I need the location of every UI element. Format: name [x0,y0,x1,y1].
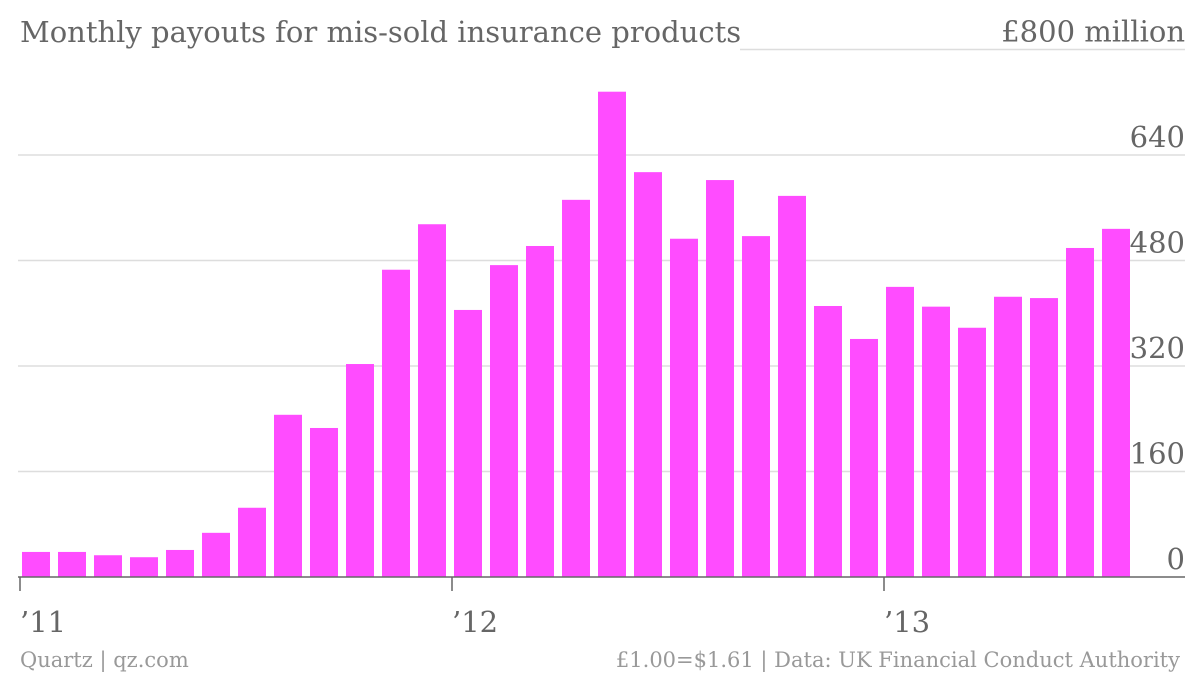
bar [166,549,194,577]
bar [526,245,554,577]
y-tick-label: 160 [1130,437,1185,471]
y-tick-label: 640 [1130,120,1185,154]
bar [814,305,842,577]
bar [274,414,302,577]
bar [670,238,698,577]
source: Quartz | qz.com [20,648,189,673]
bar [382,269,410,577]
y-tick-label: £800 million [1001,15,1185,49]
x-tick-label: ’13 [884,605,930,639]
bar [1030,298,1058,577]
bar [1102,228,1130,577]
bar [634,172,662,578]
bar [310,427,338,577]
bar [1066,247,1094,578]
bar [58,551,86,577]
bar [454,309,482,577]
x-tick-label: ’11 [20,605,66,639]
bar [886,286,914,577]
bar [490,265,518,577]
bar [346,364,374,577]
chart-title: Monthly payouts for mis-sold insurance p… [20,15,741,49]
bar [94,555,122,577]
bar [598,91,626,577]
bar [202,532,230,577]
bar [850,338,878,577]
note: £1.00=$1.61 | Data: UK Financial Conduct… [616,648,1180,673]
bar [922,306,950,577]
bar [994,296,1022,577]
y-tick-label: 320 [1130,331,1185,365]
bar [238,507,266,577]
y-tick-label: 0 [1167,542,1185,576]
y-tick-label: 480 [1130,226,1185,260]
x-tick-label: ’12 [452,605,498,639]
bar [562,199,590,577]
bar [130,557,158,577]
bar [706,180,734,577]
bar [742,236,770,577]
bar [418,224,446,577]
bar [778,195,806,577]
bar [22,551,50,577]
bar [958,327,986,577]
